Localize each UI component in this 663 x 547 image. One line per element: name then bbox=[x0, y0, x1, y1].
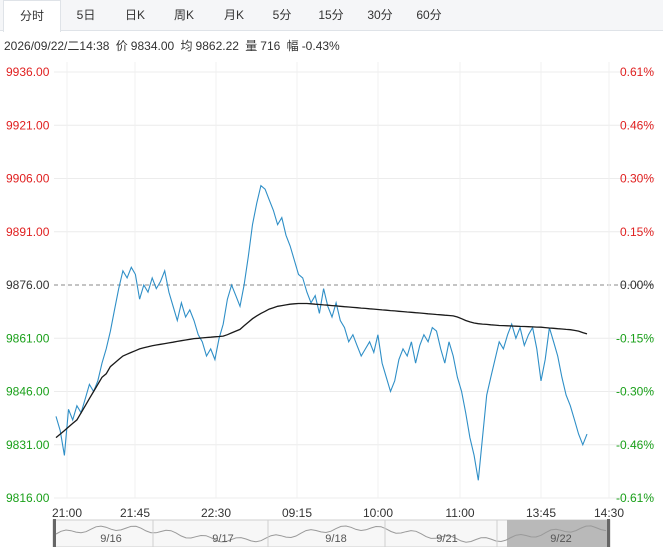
y-right-tick-label: 0.61% bbox=[620, 65, 654, 79]
tab-30min[interactable]: 30分 bbox=[367, 8, 393, 22]
info-vol: 716 bbox=[260, 39, 281, 53]
tab-intraday[interactable]: 分时 bbox=[3, 0, 61, 32]
navigator-date-label: 9/17 bbox=[212, 533, 233, 545]
y-left-tick-label: 9846.00 bbox=[6, 385, 50, 399]
info-chg-label: 幅 bbox=[286, 39, 299, 53]
y-left-tick-label: 9876.00 bbox=[6, 278, 50, 292]
average-line bbox=[55, 302, 588, 439]
tab-5day[interactable]: 5日 bbox=[76, 8, 96, 22]
x-tick-label: 14:30 bbox=[594, 506, 624, 520]
period-tabbar: 分时 5日 日K 周K 月K 5分 15分 30分 60分 bbox=[0, 0, 663, 32]
y-axis-right: 0.61% 0.46% 0.30% 0.15% 0.00% -0.15% -0.30% -0.… bbox=[616, 65, 654, 505]
info-price: 9834.00 bbox=[130, 39, 175, 53]
info-price-label: 价 bbox=[115, 39, 128, 53]
y-axis-left: 9936.00 9921.00 9906.00 9891.00 9876.00 9861.… bbox=[6, 65, 50, 505]
x-tick-label: 11:00 bbox=[445, 506, 474, 520]
navigator-selection bbox=[507, 520, 610, 547]
y-right-tick-label: -0.46% bbox=[616, 438, 654, 452]
tab-5min[interactable]: 5分 bbox=[272, 8, 292, 22]
navigator-trace bbox=[55, 525, 607, 543]
tab-monthly-k[interactable]: 月K bbox=[223, 8, 244, 22]
navigator-date-label: 9/22 bbox=[550, 533, 571, 545]
navigator-handle-left bbox=[53, 519, 56, 547]
x-tick-label: 22:30 bbox=[201, 506, 231, 520]
y-left-tick-label: 9861.00 bbox=[6, 331, 50, 345]
tab-daily-k[interactable]: 日K bbox=[124, 8, 145, 22]
chart-grid bbox=[54, 62, 655, 499]
x-axis: 21:00 21:45 22:30 09:15 10:00 11:00 13:45 14:30 bbox=[52, 506, 624, 520]
navigator-date-label: 9/16 bbox=[100, 533, 121, 545]
price-line bbox=[55, 184, 588, 481]
info-vol-label: 量 bbox=[245, 39, 258, 53]
time-navigator[interactable]: 9/16 9/17 9/18 9/21 9/22 bbox=[52, 519, 611, 547]
x-tick-label: 13:45 bbox=[526, 506, 556, 520]
y-right-tick-label: -0.15% bbox=[616, 331, 654, 345]
y-left-tick-label: 9891.00 bbox=[6, 225, 50, 239]
y-left-tick-label: 9816.00 bbox=[6, 491, 50, 505]
x-tick-label: 10:00 bbox=[363, 506, 393, 520]
tab-60min[interactable]: 60分 bbox=[416, 8, 442, 22]
y-right-tick-label: -0.61% bbox=[616, 491, 654, 505]
navigator-date-label: 9/18 bbox=[325, 533, 346, 545]
tab-weekly-k[interactable]: 周K bbox=[173, 8, 194, 22]
x-tick-label: 21:45 bbox=[120, 506, 150, 520]
navigator-date-label: 9/21 bbox=[436, 533, 457, 545]
info-chg: -0.43% bbox=[301, 39, 340, 53]
navigator-handle-right bbox=[607, 519, 610, 547]
info-avg: 9862.22 bbox=[195, 39, 239, 53]
y-right-tick-label: 0.46% bbox=[620, 118, 654, 132]
x-tick-label: 21:00 bbox=[52, 506, 82, 520]
quote-info-bar: 2026/09/22/二14:38 价 9834.00 均 9862.22 量 716… bbox=[4, 37, 343, 54]
info-datetime: 2026/09/22/二14:38 bbox=[4, 39, 110, 53]
y-right-tick-label: -0.30% bbox=[616, 385, 654, 399]
y-left-tick-label: 9906.00 bbox=[6, 172, 50, 186]
y-right-tick-label: 0.00% bbox=[620, 278, 654, 292]
tab-15min[interactable]: 15分 bbox=[318, 8, 344, 22]
y-right-tick-label: 0.15% bbox=[620, 225, 654, 239]
y-left-tick-label: 9921.00 bbox=[6, 118, 50, 132]
y-left-tick-label: 9936.00 bbox=[6, 65, 50, 79]
y-right-tick-label: 0.30% bbox=[620, 172, 654, 186]
info-avg-label: 均 bbox=[180, 39, 193, 53]
y-left-tick-label: 9831.00 bbox=[6, 438, 50, 452]
x-tick-label: 09:15 bbox=[282, 506, 312, 520]
